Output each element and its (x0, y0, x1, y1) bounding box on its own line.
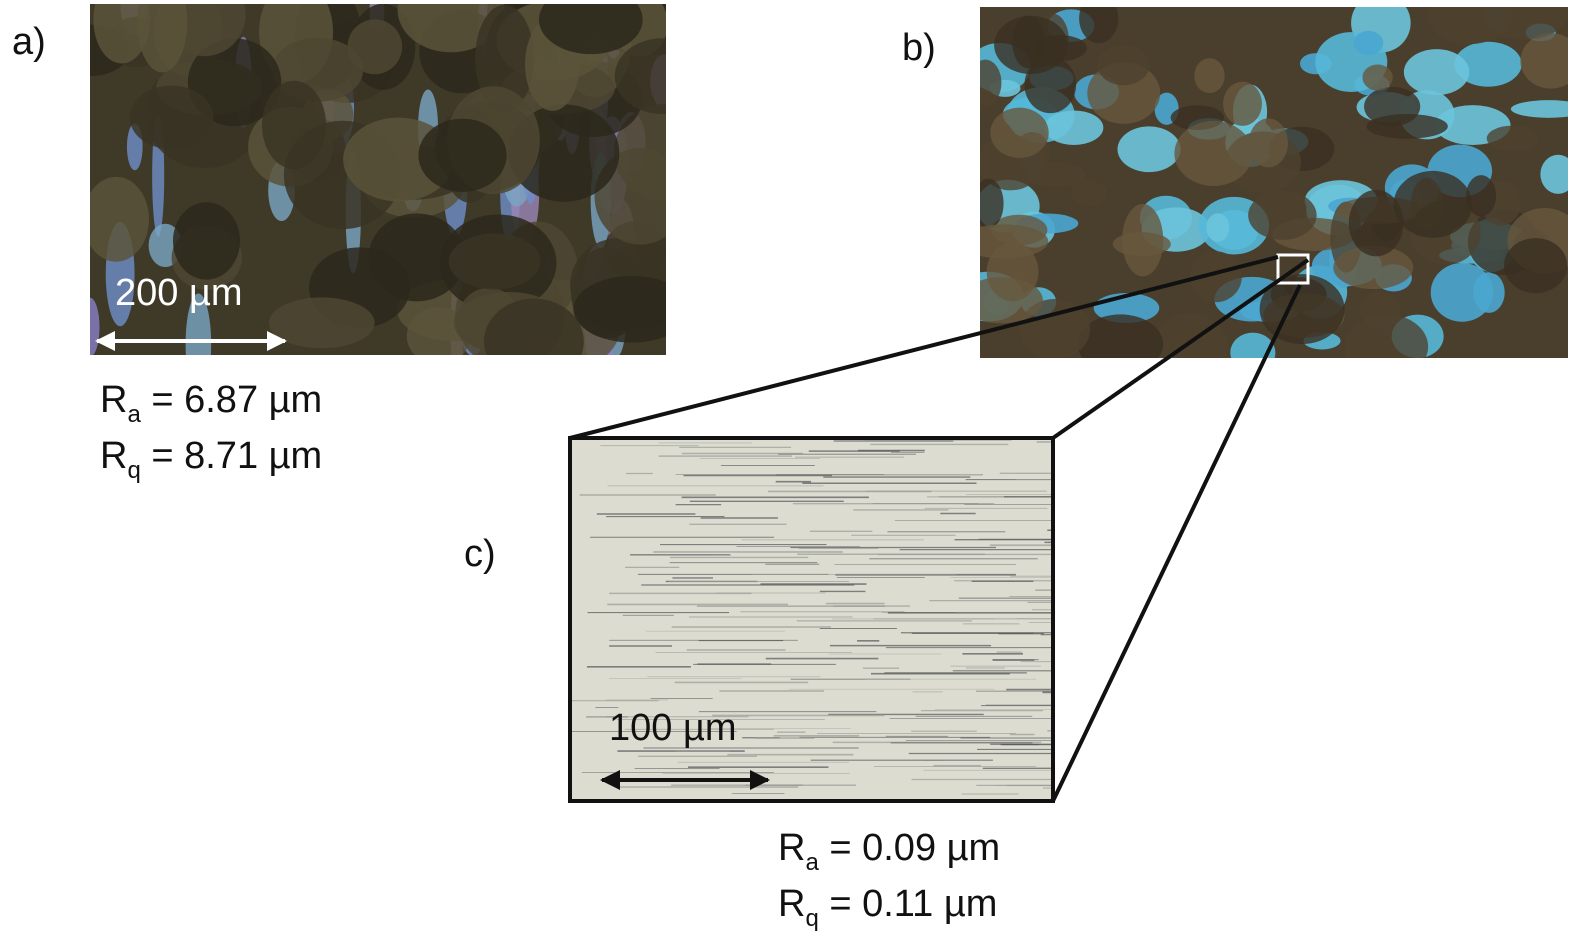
panel-label: b) (902, 27, 936, 69)
texture (1122, 204, 1163, 276)
roughness: Ra = 6.87 µm (100, 379, 322, 428)
micrograph-a (52, 0, 711, 399)
roughness: Ra = 0.09 µm (778, 827, 1000, 876)
subscript: a (805, 849, 819, 876)
texture (1394, 171, 1472, 238)
scale-label: 200 µm (115, 272, 243, 314)
texture (1078, 314, 1163, 374)
texture (1117, 126, 1180, 172)
texture (1194, 58, 1224, 93)
texture (1174, 121, 1252, 186)
subscript: a (127, 401, 141, 428)
value: = 6.87 µm (141, 379, 322, 421)
texture (1540, 155, 1575, 194)
figure: a) b) c) 200 µm 100 µm Ra = 6.87 µm Rq =… (0, 0, 1583, 943)
texture (1044, 110, 1103, 145)
value: = 8.71 µm (141, 435, 322, 477)
roughness: Rq = 0.11 µm (778, 883, 997, 932)
texture (615, 38, 710, 114)
texture (347, 19, 402, 74)
symbol: R (778, 883, 805, 925)
texture (1206, 213, 1229, 242)
texture (418, 119, 506, 192)
micrograph-b (953, 0, 1583, 384)
texture (969, 60, 1001, 106)
texture (1345, 314, 1428, 379)
roughness: Rq = 8.71 µm (100, 435, 322, 484)
symbol: R (100, 435, 127, 477)
texture (173, 202, 240, 279)
symbol: R (100, 379, 127, 421)
texture (1404, 49, 1469, 95)
value: = 0.11 µm (819, 883, 998, 925)
texture (573, 276, 690, 343)
panel-label: a) (12, 21, 46, 63)
texture (1362, 64, 1392, 90)
texture (1487, 126, 1539, 151)
subscript: q (805, 905, 818, 932)
texture (961, 277, 1043, 323)
texture (83, 177, 149, 262)
subscript: q (127, 457, 140, 484)
texture (1097, 45, 1149, 85)
texture (990, 108, 1048, 158)
texture (130, 86, 214, 150)
texture (1249, 118, 1288, 167)
texture (1473, 272, 1505, 313)
texture (960, 224, 1049, 258)
texture (1520, 33, 1581, 88)
texture (1248, 191, 1316, 240)
scale-label: 100 µm (609, 707, 737, 749)
texture (973, 179, 1003, 229)
texture (81, 298, 100, 357)
panel-label: c) (464, 533, 496, 575)
texture (1071, 180, 1107, 205)
texture (1223, 82, 1262, 126)
texture (1367, 114, 1448, 139)
texture (1354, 31, 1384, 55)
texture (1012, 16, 1044, 69)
symbol: R (778, 827, 805, 869)
texture (1349, 190, 1404, 256)
texture (1504, 238, 1567, 293)
texture (484, 299, 584, 385)
texture (449, 234, 541, 290)
texture (262, 81, 326, 169)
value: = 0.09 µm (819, 827, 1000, 869)
